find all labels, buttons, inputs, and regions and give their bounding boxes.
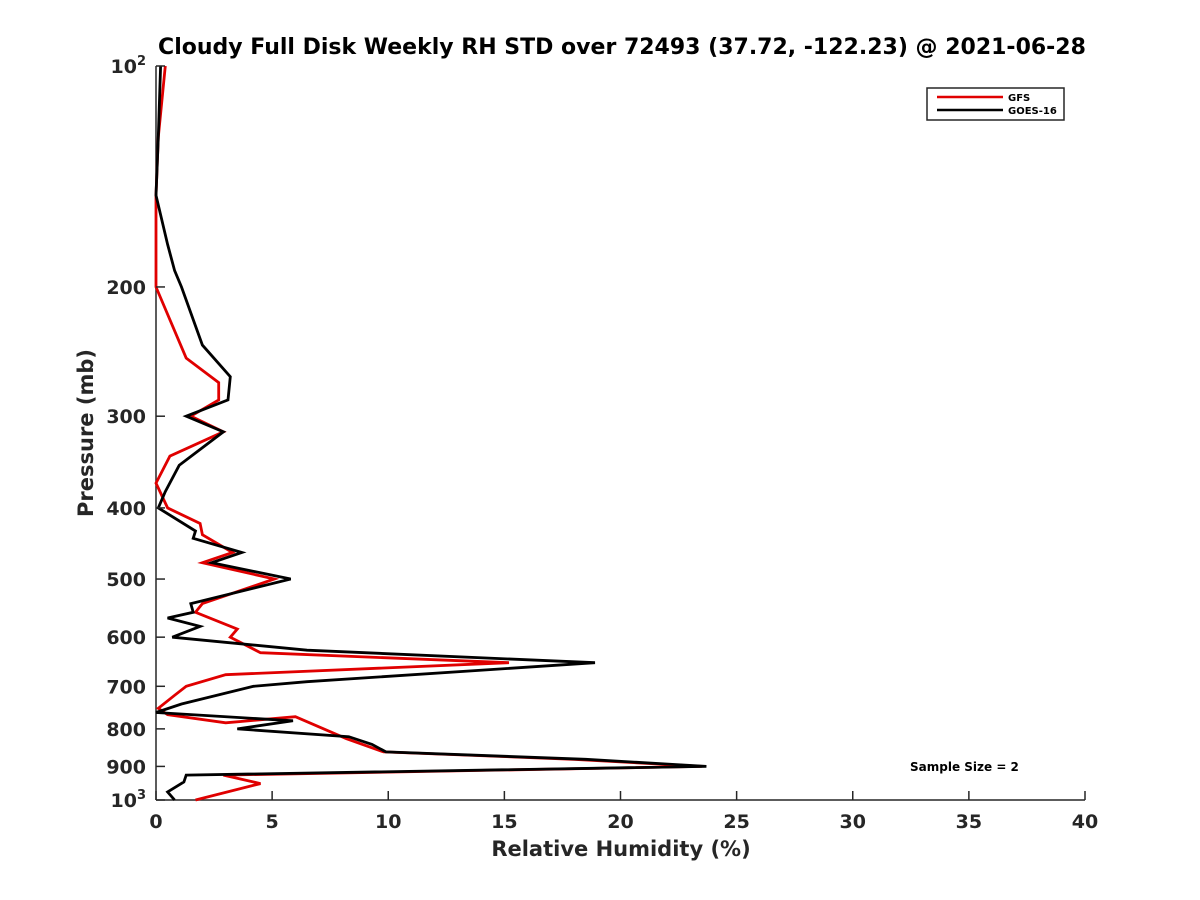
x-tick-label: 20 bbox=[607, 811, 633, 833]
x-tick-label: 0 bbox=[149, 811, 162, 833]
x-axis-label: Relative Humidity (%) bbox=[491, 837, 750, 861]
y-tick-label: 200 bbox=[106, 277, 146, 299]
y-axis-label: Pressure (mb) bbox=[74, 349, 98, 517]
x-tick-label: 30 bbox=[840, 811, 866, 833]
x-tick-label: 35 bbox=[956, 811, 982, 833]
x-tick-label: 5 bbox=[266, 811, 279, 833]
y-ticks: 102 200 300 400 500 600 700 800 900 103 bbox=[106, 54, 165, 812]
series-lines bbox=[154, 65, 707, 802]
x-tick-label: 10 bbox=[375, 811, 401, 833]
y-tick-label: 900 bbox=[106, 756, 146, 778]
sample-size-annotation: Sample Size = 2 bbox=[910, 760, 1019, 774]
y-tick-label: 102 bbox=[111, 54, 147, 78]
y-tick-label: 700 bbox=[106, 676, 146, 698]
x-tick-label: 25 bbox=[723, 811, 749, 833]
y-tick-label: 103 bbox=[111, 788, 147, 812]
series-line-goes16 bbox=[154, 65, 707, 801]
x-ticks: 0 5 10 15 20 25 30 35 40 bbox=[149, 791, 1098, 833]
legend: GFS GOES-16 bbox=[926, 87, 1065, 121]
legend-label-goes16: GOES-16 bbox=[1008, 106, 1057, 117]
x-tick-label: 40 bbox=[1072, 811, 1098, 833]
y-tick-label: 400 bbox=[106, 498, 146, 520]
y-tick-label: 500 bbox=[106, 569, 146, 591]
y-tick-label: 300 bbox=[106, 406, 146, 428]
legend-label-gfs: GFS bbox=[1008, 93, 1030, 104]
y-tick-label: 800 bbox=[106, 719, 146, 741]
legend-box bbox=[926, 87, 1065, 121]
chart-title: Cloudy Full Disk Weekly RH STD over 7249… bbox=[158, 35, 1086, 60]
y-tick-label: 600 bbox=[106, 627, 146, 649]
x-tick-label: 15 bbox=[491, 811, 517, 833]
